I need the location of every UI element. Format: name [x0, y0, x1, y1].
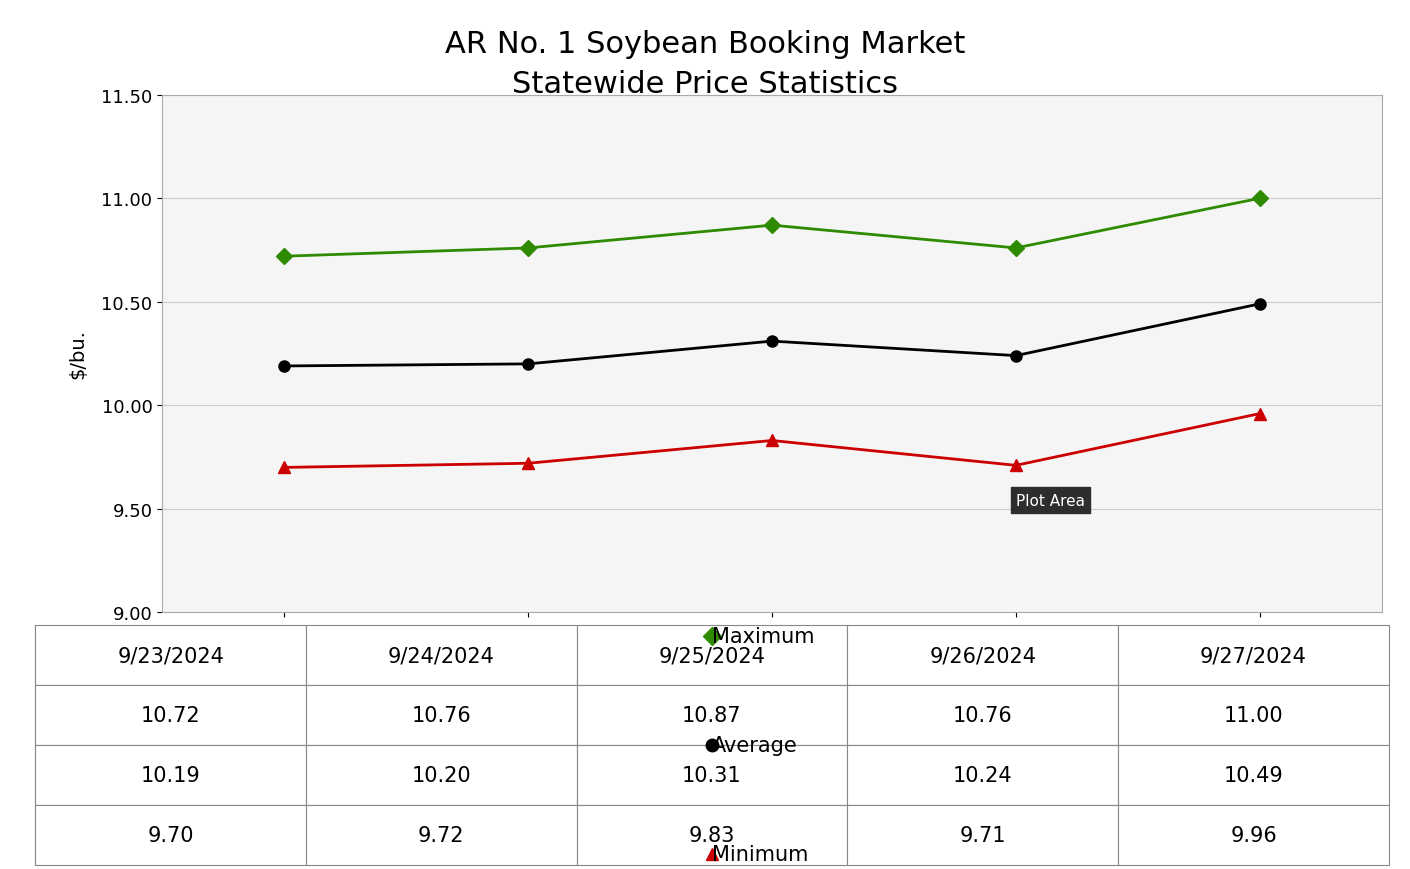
Text: Statewide Price Statistics: Statewide Price Statistics — [512, 70, 898, 98]
Text: Maximum: Maximum — [712, 627, 815, 647]
Text: AR No. 1 Soybean Booking Market: AR No. 1 Soybean Booking Market — [444, 30, 966, 59]
Text: Minimum: Minimum — [712, 844, 808, 864]
Y-axis label: $/bu.: $/bu. — [68, 329, 87, 379]
Text: Plot Area: Plot Area — [1015, 493, 1084, 508]
Text: Average: Average — [712, 735, 798, 755]
